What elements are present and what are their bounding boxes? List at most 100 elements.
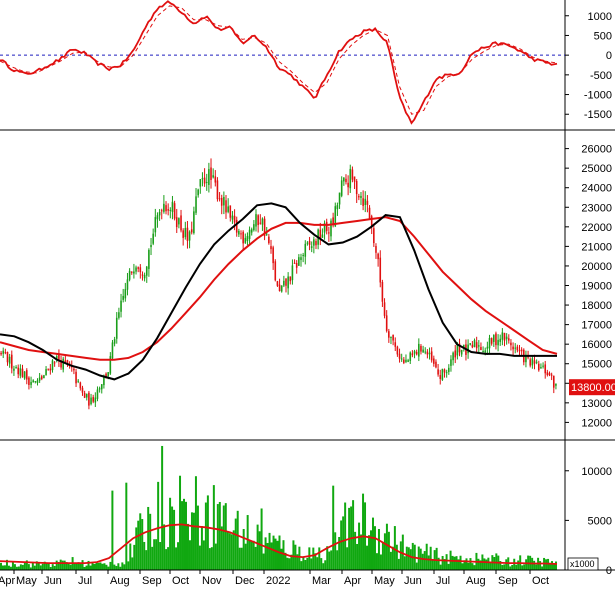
- volume-bar: [83, 566, 86, 570]
- volume-bar: [358, 522, 361, 570]
- candle-body: [190, 229, 193, 233]
- candle-body: [214, 176, 217, 183]
- candle-body: [298, 257, 300, 266]
- candle-body: [145, 266, 148, 276]
- volume-bar: [483, 558, 486, 570]
- candle: [53, 361, 56, 367]
- price-plot: [0, 158, 558, 410]
- volume-bar: [304, 559, 307, 570]
- volume-bar: [57, 561, 60, 570]
- candle-body: [32, 380, 35, 383]
- candle-body: [220, 197, 223, 206]
- candle: [525, 350, 527, 368]
- volume-bar: [368, 535, 371, 570]
- candle-body: [475, 342, 478, 349]
- candle: [154, 208, 157, 237]
- candle: [375, 243, 377, 259]
- candle-body: [529, 359, 532, 366]
- candle-body: [407, 360, 409, 362]
- volume-bar: [427, 555, 430, 570]
- oscillator-y-axis: 1000 500 0 -500 -1000 -1500: [565, 11, 612, 121]
- candle: [328, 226, 330, 242]
- volume-bar: [107, 566, 110, 570]
- candle: [199, 179, 202, 194]
- candle: [263, 216, 266, 241]
- candle-body: [544, 364, 547, 374]
- candle-body: [463, 344, 465, 348]
- candle: [272, 245, 274, 270]
- candle-body: [488, 337, 491, 349]
- candle-body: [270, 246, 272, 250]
- candle: [546, 369, 549, 377]
- volume-bar: [254, 546, 257, 570]
- x-tick-label: Apr: [344, 575, 361, 587]
- candle: [351, 166, 354, 183]
- candle: [482, 346, 484, 353]
- candle-body: [212, 175, 214, 178]
- candle: [488, 334, 491, 354]
- candle-body: [351, 169, 354, 180]
- volume-bar: [391, 546, 394, 570]
- candle: [379, 250, 382, 288]
- candle: [452, 351, 454, 366]
- volume-bar: [165, 549, 168, 570]
- candle-body: [334, 206, 337, 227]
- candle: [469, 343, 472, 346]
- candle-body: [540, 367, 542, 369]
- candle: [433, 355, 435, 367]
- candle-body: [203, 177, 206, 184]
- candle: [188, 230, 191, 249]
- candle: [403, 357, 405, 365]
- x-tick-label: Aug: [110, 575, 130, 587]
- candle: [36, 378, 39, 386]
- candle-body: [469, 343, 472, 345]
- candle: [540, 363, 542, 369]
- x-tick-label: Sep: [142, 575, 162, 587]
- candle-body: [497, 339, 499, 346]
- candle-body: [552, 375, 555, 388]
- candle-body: [338, 192, 341, 205]
- candle-body: [259, 222, 262, 224]
- candle-body: [276, 281, 279, 286]
- volume-bar: [41, 563, 44, 570]
- candle: [300, 253, 302, 267]
- volume-bar: [485, 559, 488, 570]
- volume-bar: [463, 560, 466, 570]
- volume-bar: [439, 564, 442, 570]
- volume-bar: [47, 562, 50, 570]
- oscillator-y-tick-label: 1000: [588, 11, 612, 23]
- volume-bar: [383, 533, 386, 570]
- candle-body: [439, 375, 442, 379]
- price-y-tick-label: 20000: [581, 261, 612, 273]
- candle: [531, 356, 534, 369]
- volume-bar: [328, 551, 331, 570]
- candle: [454, 345, 457, 364]
- volume-bar: [9, 566, 12, 570]
- volume-bar: [467, 562, 470, 570]
- candle: [2, 347, 5, 359]
- volume-bar: [129, 543, 132, 570]
- candle-body: [274, 261, 277, 281]
- candle: [51, 359, 54, 373]
- volume-bar: [469, 558, 472, 570]
- candle-body: [505, 336, 508, 340]
- x-tick-label: Jul: [436, 575, 450, 587]
- candle-body: [306, 242, 309, 244]
- candle-body: [268, 236, 270, 244]
- volume-bar: [145, 550, 148, 570]
- candle-body: [4, 352, 7, 354]
- candle: [490, 337, 493, 346]
- candle: [212, 168, 214, 179]
- candle-body: [197, 189, 199, 196]
- volume-bar: [385, 523, 388, 570]
- volume-bar: [431, 559, 434, 570]
- candle: [514, 343, 517, 354]
- candle: [135, 265, 137, 275]
- candle: [291, 259, 294, 285]
- candle: [268, 233, 270, 245]
- volume-bar: [87, 560, 90, 570]
- candle: [92, 394, 94, 404]
- candle-body: [293, 262, 296, 264]
- candle: [471, 341, 474, 349]
- candle-body: [6, 351, 9, 363]
